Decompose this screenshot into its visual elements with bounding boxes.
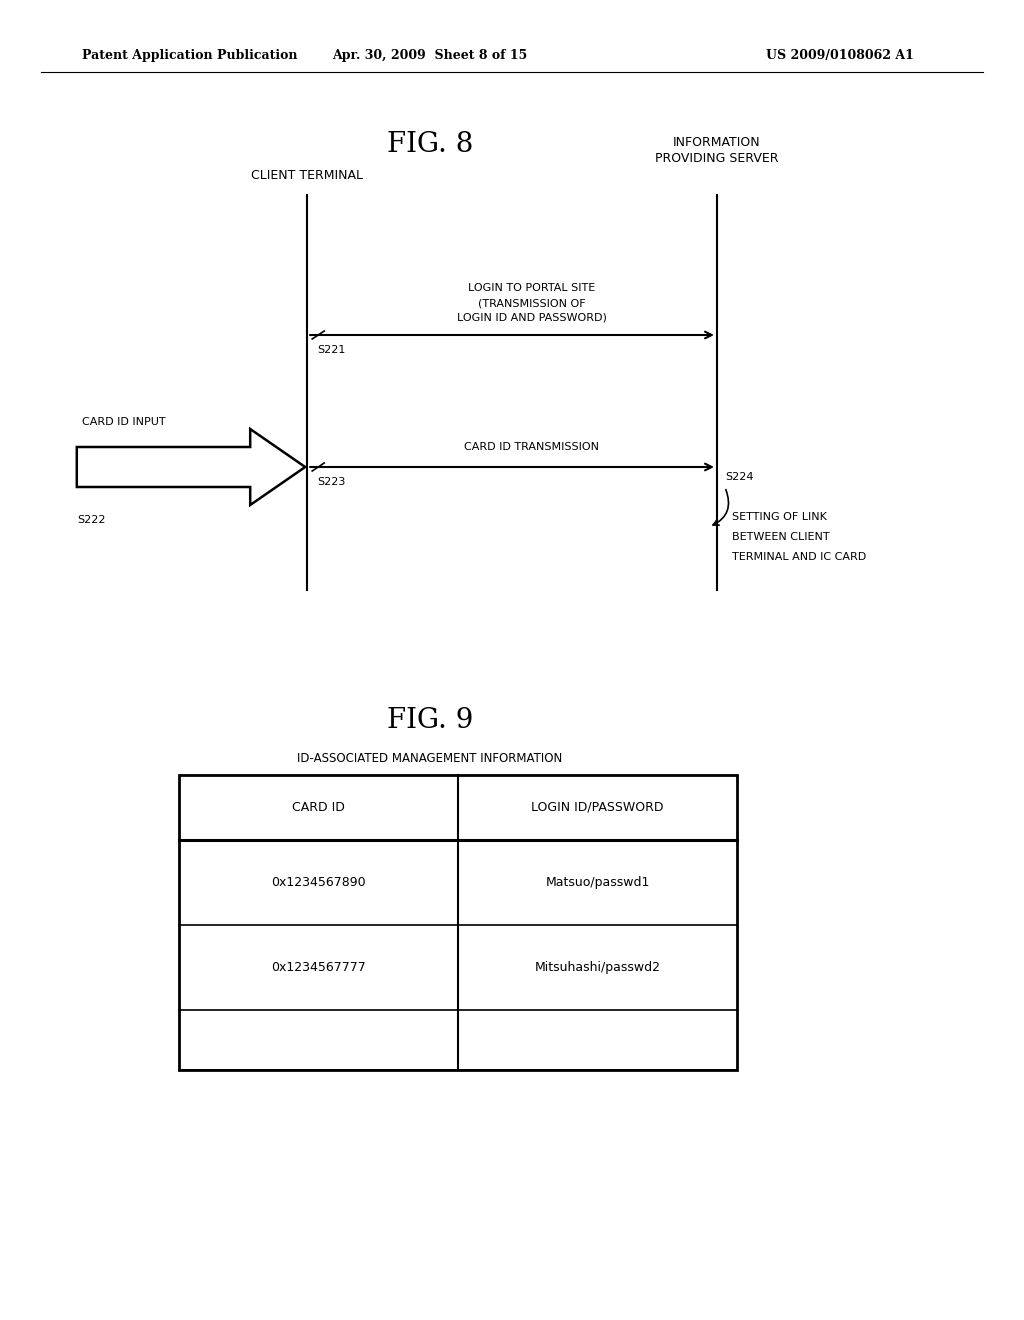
Text: LOGIN ID/PASSWORD: LOGIN ID/PASSWORD [531, 801, 664, 814]
Text: US 2009/0108062 A1: US 2009/0108062 A1 [766, 49, 913, 62]
Text: CLIENT TERMINAL: CLIENT TERMINAL [251, 169, 364, 182]
Text: S224: S224 [725, 473, 754, 482]
Text: INFORMATION
PROVIDING SERVER: INFORMATION PROVIDING SERVER [655, 136, 778, 165]
Text: ID-ASSOCIATED MANAGEMENT INFORMATION: ID-ASSOCIATED MANAGEMENT INFORMATION [297, 751, 563, 764]
Text: 0x1234567777: 0x1234567777 [271, 961, 366, 974]
Text: Matsuo/passwd1: Matsuo/passwd1 [546, 876, 649, 888]
Text: LOGIN TO PORTAL SITE: LOGIN TO PORTAL SITE [468, 282, 596, 293]
Text: Apr. 30, 2009  Sheet 8 of 15: Apr. 30, 2009 Sheet 8 of 15 [333, 49, 527, 62]
Polygon shape [77, 429, 305, 506]
Text: S222: S222 [77, 515, 105, 525]
Text: CARD ID: CARD ID [292, 801, 345, 814]
Bar [179, 775, 737, 1071]
Text: TERMINAL AND IC CARD: TERMINAL AND IC CARD [732, 552, 866, 562]
Text: Mitsuhashi/passwd2: Mitsuhashi/passwd2 [535, 961, 660, 974]
Text: S223: S223 [317, 477, 345, 487]
Text: FIG. 9: FIG. 9 [387, 706, 473, 734]
Text: FIG. 8: FIG. 8 [387, 132, 473, 158]
Text: SETTING OF LINK: SETTING OF LINK [732, 512, 826, 521]
Text: LOGIN ID AND PASSWORD): LOGIN ID AND PASSWORD) [457, 313, 607, 323]
Text: BETWEEN CLIENT: BETWEEN CLIENT [732, 532, 829, 543]
Text: Patent Application Publication: Patent Application Publication [82, 49, 297, 62]
Text: 0x1234567890: 0x1234567890 [271, 876, 366, 888]
Text: CARD ID TRANSMISSION: CARD ID TRANSMISSION [465, 442, 599, 451]
Text: CARD ID INPUT: CARD ID INPUT [82, 417, 165, 426]
Text: S221: S221 [317, 345, 345, 355]
Text: (TRANSMISSION OF: (TRANSMISSION OF [478, 298, 586, 308]
